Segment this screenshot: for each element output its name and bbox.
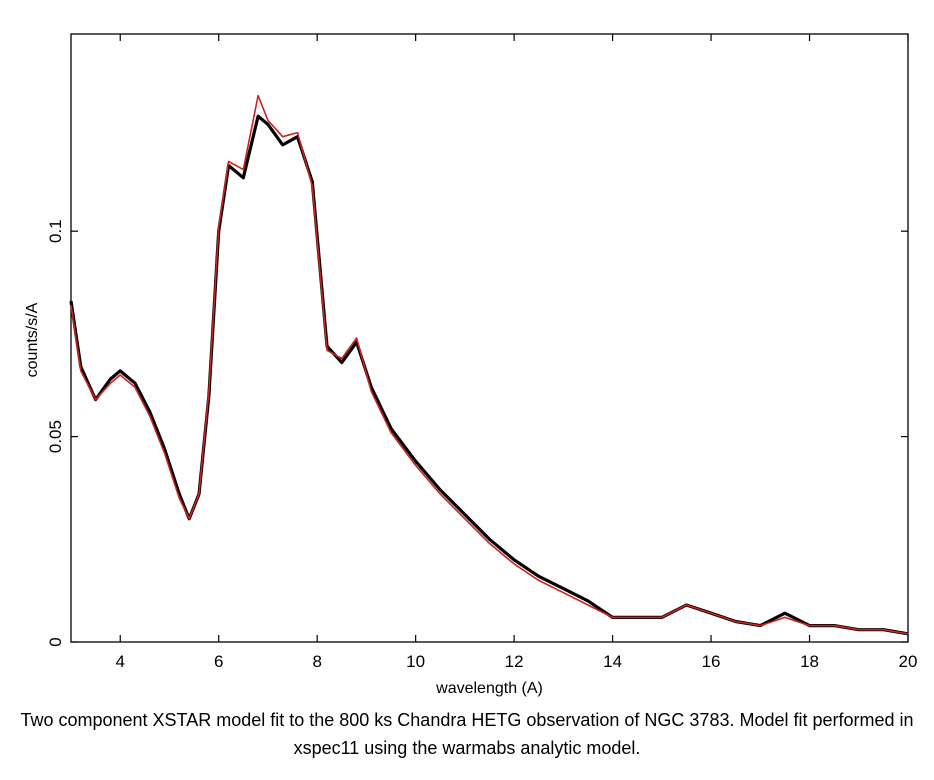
x-tick-label: 20: [899, 652, 918, 671]
x-tick-label: 18: [800, 652, 819, 671]
x-tick-label: 12: [505, 652, 524, 671]
x-tick-label: 14: [603, 652, 622, 671]
x-ticks: 4 6 8 10 12 14 16 18 20: [116, 34, 918, 671]
y-tick-label: 0: [46, 637, 65, 646]
y-tick-label: 0.1: [46, 219, 65, 243]
x-tick-label: 8: [312, 652, 321, 671]
x-tick-label: 10: [406, 652, 425, 671]
plot-frame: [70, 33, 909, 643]
y-ticks: 0 0.05 0.1: [46, 219, 908, 647]
x-axis-label: wavelength (A): [435, 680, 543, 697]
spectrum-chart: 4 6 8 10 12 14 16 18 20 00.050.1 wavelength (A) …: [24, 33, 918, 697]
figure-caption: Two component XSTAR model fit to the 800…: [20, 710, 914, 758]
x-tick-label: 6: [214, 652, 223, 671]
series-line-model: [70, 94, 909, 635]
y-axis-label: counts/s/A: [24, 302, 41, 377]
y-tick-label: 0.05: [46, 420, 65, 453]
x-tick-label: 4: [116, 652, 125, 671]
x-tick-label: 16: [702, 652, 721, 671]
series-layer: [69, 94, 909, 636]
